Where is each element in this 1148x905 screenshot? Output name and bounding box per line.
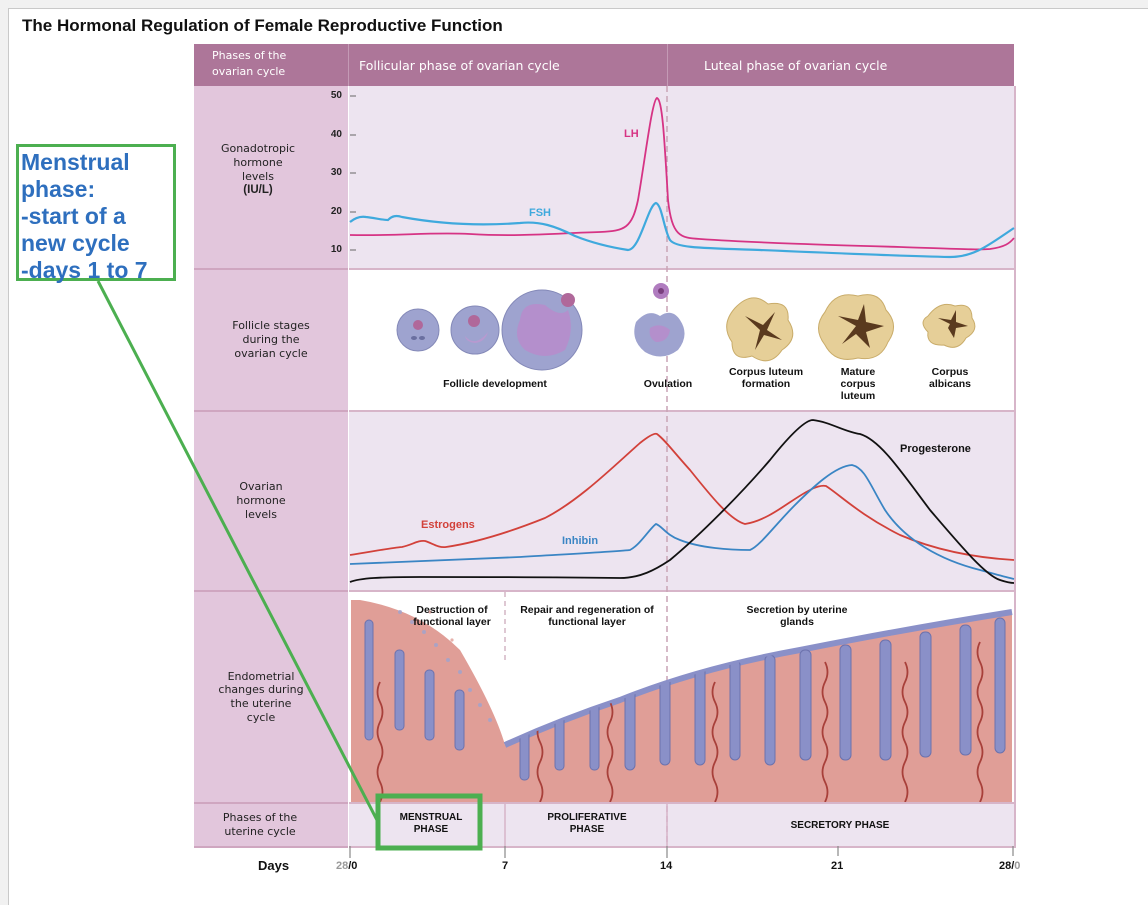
days-label: Days	[258, 858, 290, 873]
follicle-row-label: Follicle stages during the ovarian cycle	[194, 270, 348, 412]
menstrual-phase-label: MENSTRUAL PHASE	[399, 812, 463, 835]
gonadotropic-panel	[349, 86, 1016, 270]
follicle-panel	[349, 270, 1016, 412]
corpus-luteum-formation-caption: Corpus luteum formation	[728, 366, 804, 391]
estrogens-label: Estrogens	[421, 519, 475, 531]
luteal-phase-header: Luteal phase of ovarian cycle	[668, 44, 1014, 86]
lh-label: LH	[624, 128, 639, 140]
callout-text: Menstrual phase: -start of a new cycle -…	[21, 149, 148, 283]
y-tick-20: 20	[330, 206, 342, 217]
endometrial-row-label: Endometrial changes during the uterine c…	[194, 592, 348, 804]
mature-corpus-luteum-caption: Mature corpus luteum	[840, 366, 876, 403]
inhibin-label: Inhibin	[562, 535, 599, 547]
follicular-phase-header: Follicular phase of ovarian cycle	[349, 44, 668, 86]
y-tick-50: 50	[330, 90, 342, 101]
page-title: The Hormonal Regulation of Female Reprod…	[22, 16, 503, 35]
proliferative-phase-label: PROLIFERATIVE PHASE	[547, 812, 627, 835]
ovarian-panel	[349, 412, 1016, 592]
day-0-label: 28/0	[336, 860, 358, 872]
destruction-caption: Destruction of functional layer	[413, 604, 491, 629]
fsh-label: FSH	[529, 207, 551, 219]
y-tick-40: 40	[330, 129, 342, 140]
secretory-phase-label: SECRETORY PHASE	[790, 820, 890, 831]
header-row-label: Phases of the ovarian cycle	[194, 44, 349, 86]
ovulation-caption: Ovulation	[643, 378, 693, 390]
y-tick-30: 30	[330, 167, 342, 178]
follicle-development-caption: Follicle development	[443, 378, 547, 390]
day-7-label: 7	[502, 860, 509, 872]
secretion-caption: Secretion by uterine glands	[746, 604, 848, 629]
day-14-label: 14	[660, 860, 673, 872]
corpus-albicans-caption: Corpus albicans	[928, 366, 972, 391]
day-28-label: 28/0	[999, 860, 1021, 872]
uterine-phase-row-label: Phases of the uterine cycle	[194, 804, 348, 848]
y-tick-10: 10	[330, 244, 342, 255]
menstrual-phase-callout: Menstrual phase: -start of a new cycle -…	[16, 144, 176, 283]
ovarian-row-label: Ovarian hormone levels	[194, 412, 348, 592]
repair-caption: Repair and regeneration of functional la…	[520, 604, 654, 629]
day-21-label: 21	[831, 860, 844, 872]
gonadotropic-row-label: Gonadotropic hormone levels (IU/L)	[194, 86, 348, 270]
progesterone-label: Progesterone	[900, 443, 971, 455]
